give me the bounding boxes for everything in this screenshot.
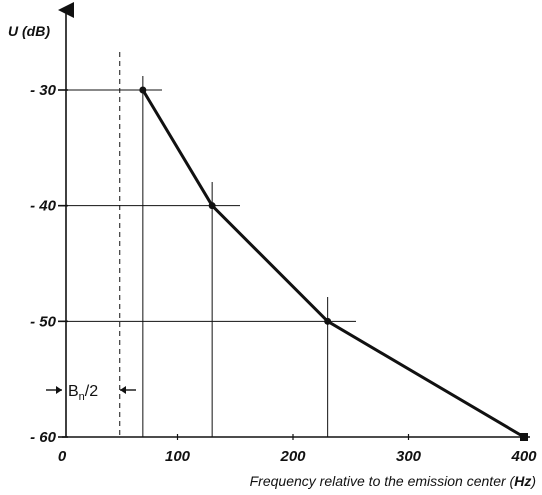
data-point (139, 86, 147, 94)
bandwidth-right-arrowhead (120, 386, 126, 394)
x-tick-label: 200 (279, 448, 306, 465)
x-tick-label: 300 (396, 448, 422, 465)
y-axis-label: U (dB) (8, 23, 50, 39)
x-tick-label: 0 (58, 448, 67, 465)
data-point (324, 317, 332, 325)
series-layer (139, 86, 528, 441)
x-tick-label: 100 (165, 448, 191, 465)
y-tick-label: - 50 (30, 313, 57, 330)
axes-layer (46, 2, 530, 440)
data-point (208, 202, 216, 210)
y-tick-label: - 40 (30, 198, 57, 215)
series-line (141, 89, 525, 439)
guide-lines-layer (62, 52, 356, 437)
x-axis-label: Frequency relative to the emission cente… (250, 473, 536, 489)
y-tick-label: - 30 (30, 82, 57, 99)
x-tick-label: 400 (510, 448, 537, 465)
data-point (520, 433, 528, 441)
text-layer: - 30 - 40 - 50 - 600 100 200 300 400 U (dB) Frequ… (8, 23, 537, 489)
y-tick-label: - 60 (30, 429, 57, 446)
bandwidth-label: Bn/2 (68, 383, 98, 403)
bandwidth-left-arrowhead (56, 386, 62, 394)
